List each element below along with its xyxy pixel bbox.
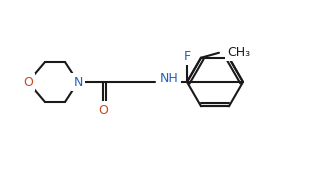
- Text: CH₃: CH₃: [227, 46, 250, 59]
- Text: NH: NH: [160, 73, 179, 85]
- Text: O: O: [98, 104, 108, 116]
- Text: N: N: [73, 76, 83, 88]
- Text: F: F: [184, 50, 191, 62]
- Text: O: O: [23, 76, 33, 88]
